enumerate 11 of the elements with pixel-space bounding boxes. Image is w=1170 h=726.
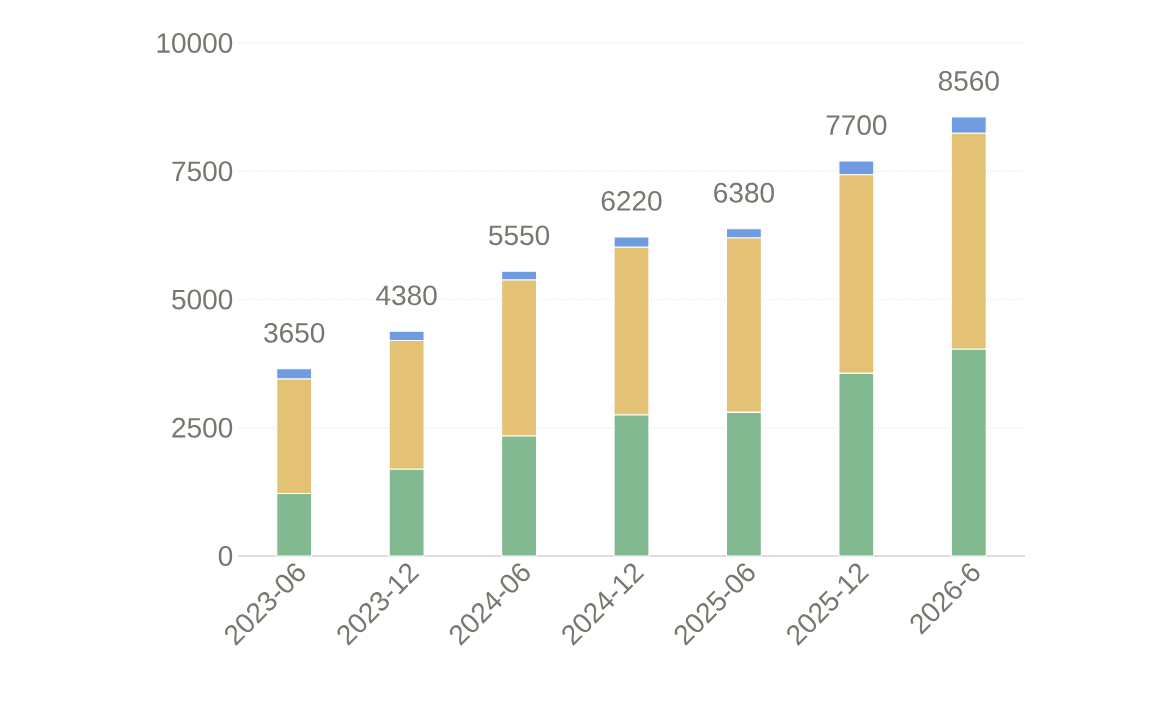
y-tick-label: 10000: [157, 33, 233, 53]
y-tick-label: 7500: [172, 161, 233, 182]
total-label: 6380: [714, 182, 774, 203]
total-label: 3650: [264, 322, 325, 343]
y-tick-label: 2500: [172, 417, 233, 438]
y-tick-label: 5000: [172, 289, 233, 310]
total-label: 4380: [376, 285, 437, 306]
total-label: 7700: [826, 115, 887, 135]
total-label: 6220: [601, 191, 662, 211]
total-label: 8560: [938, 71, 999, 91]
total-label: 5550: [489, 225, 550, 246]
